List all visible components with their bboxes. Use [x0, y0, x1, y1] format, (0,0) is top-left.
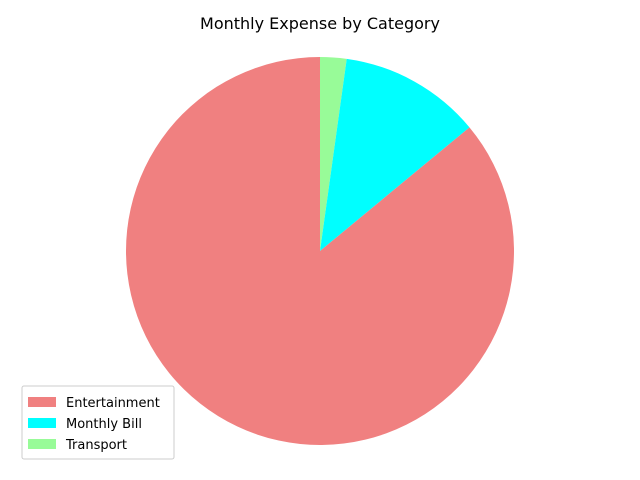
legend-swatch-transport	[28, 439, 56, 449]
pie-slice-transport	[320, 57, 347, 251]
pie-slice-monthly-bill	[320, 58, 470, 252]
legend-label-transport: Transport	[65, 438, 127, 453]
chart-title: Monthly Expense by Category	[200, 14, 440, 33]
legend-frame	[21, 385, 175, 460]
legend-label-entertainment: Entertainment	[66, 396, 160, 411]
legend-swatch-entertainment	[28, 397, 56, 407]
pie-slices	[125, 57, 514, 445]
pie-slice-entertainment	[125, 57, 514, 445]
legend-label-monthly-bill: Monthly Bill	[66, 417, 142, 432]
legend: Entertainment Monthly Bill Transport	[21, 385, 175, 460]
legend-swatch-monthly-bill	[28, 418, 56, 428]
